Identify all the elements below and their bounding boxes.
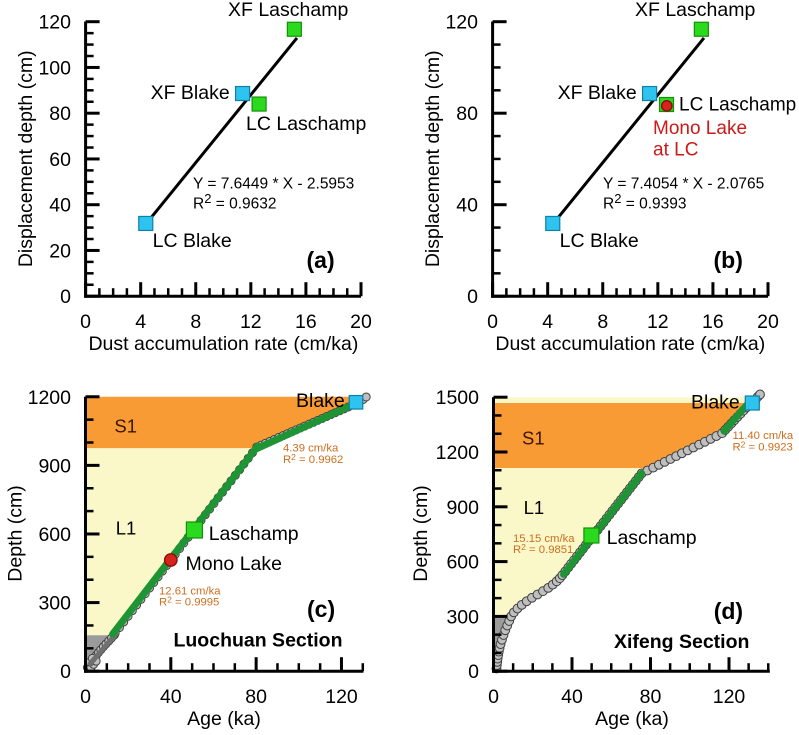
svg-text:0: 0 [467, 286, 478, 308]
svg-text:0: 0 [60, 286, 71, 308]
svg-text:12.61 cm/ka: 12.61 cm/ka [159, 586, 221, 598]
svg-text:4: 4 [542, 311, 553, 333]
svg-text:LC Laschamp: LC Laschamp [246, 113, 366, 135]
svg-text:S1: S1 [522, 428, 545, 449]
svg-text:S1: S1 [114, 415, 137, 436]
svg-text:Blake: Blake [296, 390, 345, 412]
svg-text:Mono Lake: Mono Lake [653, 118, 747, 139]
svg-text:XF Laschamp: XF Laschamp [635, 0, 755, 21]
svg-text:900: 900 [446, 497, 479, 519]
svg-text:LC Blake: LC Blake [560, 230, 639, 252]
svg-text:0: 0 [80, 311, 91, 333]
svg-text:Y = 7.6449 * X - 2.5953: Y = 7.6449 * X - 2.5953 [193, 176, 354, 193]
svg-text:16: 16 [295, 311, 317, 333]
svg-text:Blake: Blake [691, 392, 740, 414]
svg-text:R2 = 0.9632: R2 = 0.9632 [193, 191, 277, 213]
svg-text:Depth (cm): Depth (cm) [410, 485, 432, 581]
svg-text:600: 600 [446, 552, 479, 574]
svg-text:40: 40 [49, 195, 71, 217]
svg-text:40: 40 [160, 686, 182, 708]
svg-text:(a): (a) [307, 247, 335, 273]
svg-text:0: 0 [80, 686, 91, 708]
svg-text:Mono Lake: Mono Lake [186, 553, 282, 575]
svg-text:Depth (cm): Depth (cm) [5, 485, 27, 581]
svg-text:XF Laschamp: XF Laschamp [228, 0, 348, 21]
svg-text:8: 8 [190, 311, 201, 333]
svg-text:Displacement depth (cm): Displacement depth (cm) [15, 50, 37, 267]
svg-text:R2 = 0.9923: R2 = 0.9923 [733, 440, 793, 454]
svg-text:80: 80 [245, 686, 267, 708]
svg-text:Laschamp: Laschamp [209, 523, 299, 545]
svg-text:120: 120 [38, 12, 71, 34]
svg-text:LC Laschamp: LC Laschamp [679, 95, 796, 116]
svg-text:20: 20 [49, 240, 71, 262]
svg-text:(d): (d) [714, 598, 743, 624]
svg-text:8: 8 [597, 311, 608, 333]
svg-text:120: 120 [325, 686, 358, 708]
svg-text:at LC: at LC [653, 140, 698, 161]
svg-text:80: 80 [456, 103, 478, 125]
svg-text:R2 = 0.9851: R2 = 0.9851 [513, 542, 573, 556]
svg-text:Dust accumulation rate (cm/ka): Dust accumulation rate (cm/ka) [495, 333, 765, 355]
svg-text:20: 20 [350, 311, 372, 333]
svg-text:L1: L1 [116, 518, 137, 539]
svg-text:0: 0 [468, 661, 479, 683]
svg-text:300: 300 [446, 606, 479, 628]
svg-text:15.15 cm/ka: 15.15 cm/ka [513, 533, 575, 545]
svg-text:12: 12 [647, 311, 669, 333]
svg-text:XF Blake: XF Blake [558, 82, 637, 104]
svg-text:0: 0 [487, 311, 498, 333]
svg-text:16: 16 [702, 311, 724, 333]
svg-text:120: 120 [445, 12, 478, 34]
svg-text:XF Blake: XF Blake [151, 82, 230, 104]
svg-text:300: 300 [38, 593, 71, 615]
svg-text:Y = 7.4054 * X - 2.0765: Y = 7.4054 * X - 2.0765 [603, 176, 764, 193]
svg-text:100: 100 [38, 57, 71, 79]
svg-text:900: 900 [38, 455, 71, 477]
svg-text:(b): (b) [714, 247, 743, 273]
svg-text:(c): (c) [307, 596, 335, 622]
svg-text:0: 0 [488, 686, 499, 708]
svg-text:40: 40 [456, 195, 478, 217]
svg-text:R2 = 0.9393: R2 = 0.9393 [603, 191, 687, 213]
svg-text:11.40 cm/ka: 11.40 cm/ka [733, 430, 794, 442]
svg-text:40: 40 [561, 686, 583, 708]
svg-text:Laschamp: Laschamp [607, 527, 697, 549]
svg-text:1200: 1200 [28, 387, 72, 409]
svg-text:L1: L1 [524, 497, 545, 518]
svg-text:12: 12 [240, 311, 262, 333]
svg-text:Xifeng Section: Xifeng Section [614, 631, 749, 653]
svg-text:Age (ka): Age (ka) [595, 708, 669, 730]
svg-text:1200: 1200 [436, 442, 480, 464]
svg-text:Age (ka): Age (ka) [187, 708, 261, 730]
svg-text:Luochuan Section: Luochuan Section [173, 629, 342, 651]
svg-text:20: 20 [757, 311, 779, 333]
svg-text:0: 0 [60, 661, 71, 683]
svg-text:60: 60 [49, 149, 71, 171]
svg-text:4.39 cm/ka: 4.39 cm/ka [283, 443, 339, 455]
svg-text:120: 120 [713, 686, 746, 708]
svg-text:Displacement depth (cm): Displacement depth (cm) [422, 50, 444, 267]
svg-text:1500: 1500 [436, 387, 480, 409]
svg-text:600: 600 [38, 524, 71, 546]
svg-text:R2 = 0.9962: R2 = 0.9962 [283, 452, 343, 466]
svg-text:R2 = 0.9995: R2 = 0.9995 [159, 595, 219, 609]
svg-text:80: 80 [49, 103, 71, 125]
svg-text:LC Blake: LC Blake [153, 230, 232, 252]
svg-text:Dust accumulation rate (cm/ka): Dust accumulation rate (cm/ka) [88, 333, 358, 355]
svg-text:4: 4 [135, 311, 146, 333]
svg-text:80: 80 [640, 686, 662, 708]
